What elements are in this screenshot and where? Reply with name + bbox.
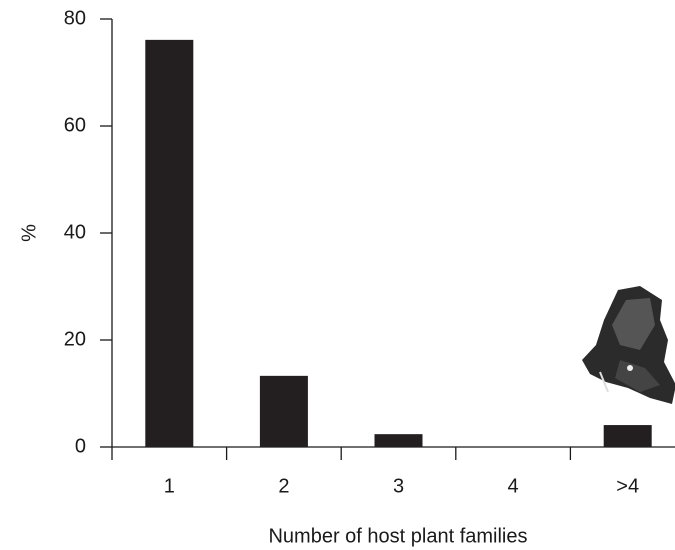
x-tick-label: >4 xyxy=(616,475,639,497)
y-tick-label: 0 xyxy=(75,435,86,457)
x-tick-label: 1 xyxy=(164,475,175,497)
x-axis-label: Number of host plant families xyxy=(268,525,527,547)
bar xyxy=(260,376,308,447)
y-tick-label: 60 xyxy=(64,114,86,136)
bar xyxy=(145,40,193,447)
y-axis-label: % xyxy=(18,224,40,242)
x-tick-label: 3 xyxy=(393,475,404,497)
x-tick-label: 4 xyxy=(508,475,519,497)
bar xyxy=(375,434,423,447)
bar xyxy=(604,425,652,447)
x-tick-label: 2 xyxy=(278,475,289,497)
y-tick-label: 40 xyxy=(64,221,86,243)
butterfly-illustration xyxy=(582,286,675,404)
y-tick-label: 80 xyxy=(64,7,86,29)
chart: % Number of host plant families 0 20 40 60 8… xyxy=(0,0,675,550)
y-tick-label: 20 xyxy=(64,328,86,350)
